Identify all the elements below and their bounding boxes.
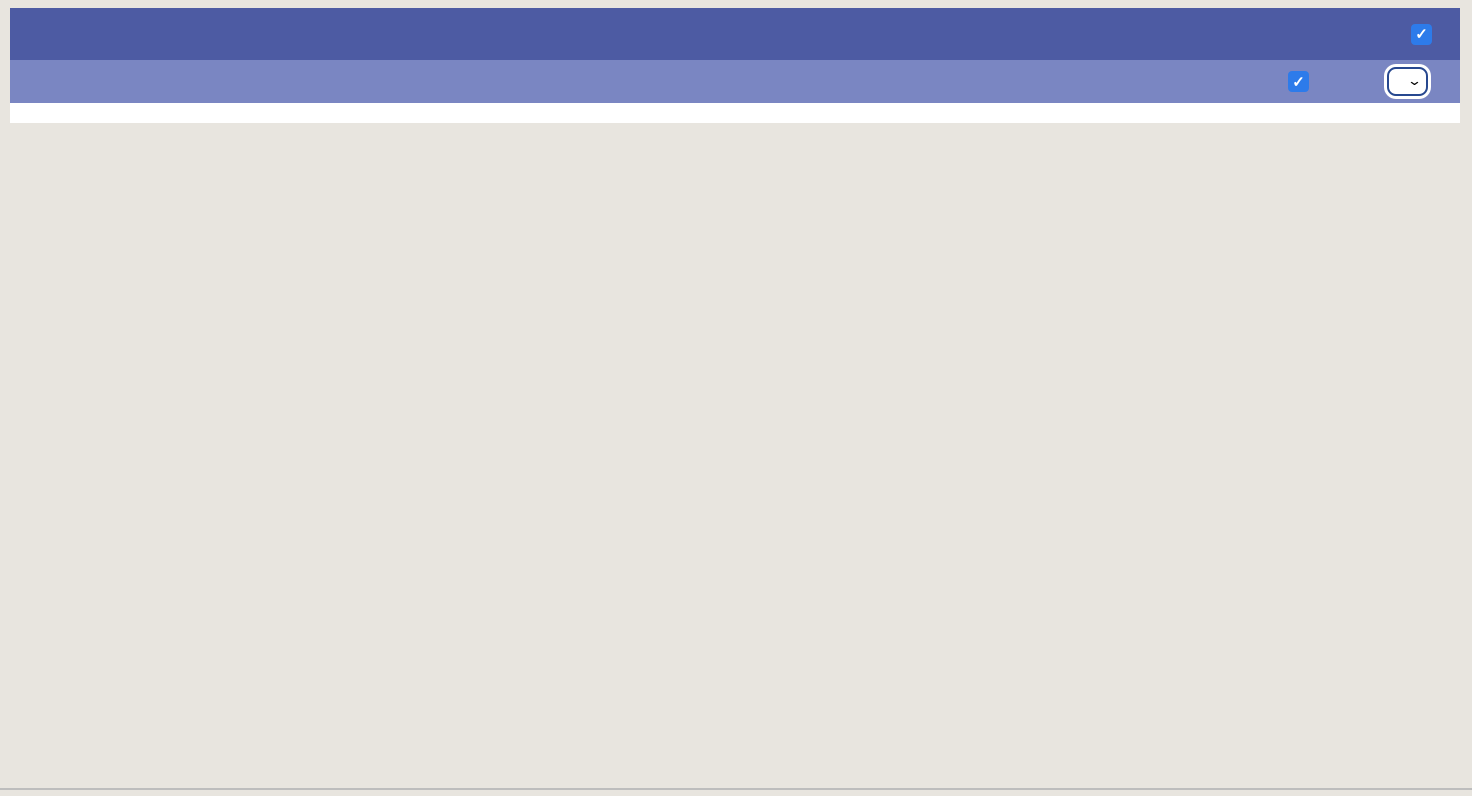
checkmark-icon: ✓ [1415,26,1428,43]
games-count-select[interactable] [1387,67,1428,96]
summary [10,103,1460,123]
display-notes-checkbox[interactable]: ✓ [1411,23,1432,45]
historic-scores-panel: ✓ ✓ ⌄ [10,8,1460,123]
display-notes-control: ✓ [1411,23,1442,45]
league-filter-checkbox[interactable]: ✓ [1288,71,1309,92]
games-count-select-wrap: ⌄ [1387,67,1428,96]
filter-bar: ✓ ⌄ [10,60,1460,103]
checkmark-icon: ✓ [1292,73,1305,91]
panel-header: ✓ [10,8,1460,60]
section-divider [0,788,1472,790]
